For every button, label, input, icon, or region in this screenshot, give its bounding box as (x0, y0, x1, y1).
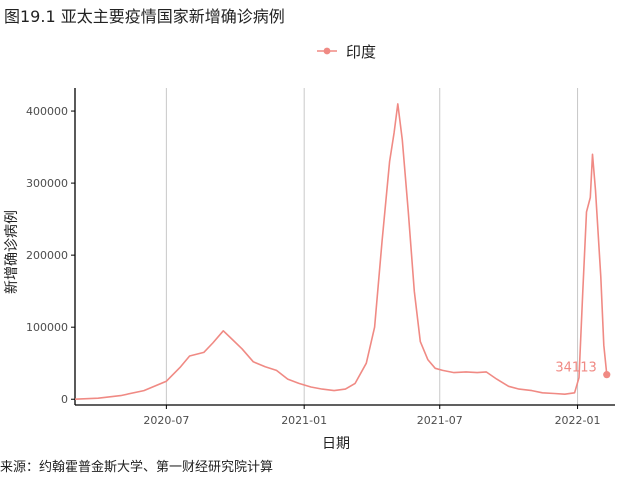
y-axis-title: 新增确诊病例 (4, 210, 20, 294)
x-tick-label: 2021-07 (417, 414, 463, 427)
axes (71, 88, 615, 409)
end-point-marker (603, 371, 611, 379)
legend-label-india: 印度 (346, 42, 377, 61)
x-axis-title: 日期 (322, 436, 350, 452)
x-tick-label: 2021-01 (281, 414, 327, 427)
series-lines (74, 103, 608, 400)
y-tick-label: 300000 (26, 177, 68, 190)
end-markers: 34113 (555, 361, 611, 379)
y-tick-label: 400000 (26, 105, 68, 118)
source-note: 来源：约翰霍普金斯大学、第一财经研究院计算 (0, 460, 274, 475)
series-line-india (74, 103, 608, 400)
legend-key-india (316, 40, 338, 62)
y-tick-label: 0 (61, 393, 68, 406)
x-tick-labels: 2020-07 2021-01 2021-07 2022-01 (143, 414, 600, 427)
figure-title: 图19.1 亚太主要疫情国家新增确诊病例 (4, 7, 285, 26)
end-value-label: 34113 (555, 361, 596, 376)
y-tick-label: 200000 (26, 249, 68, 262)
x-tick-label: 2022-01 (555, 414, 601, 427)
gridlines (165, 88, 579, 405)
legend: 印度 (316, 40, 376, 62)
y-tick-labels: 0 100000 200000 300000 400000 (26, 105, 68, 406)
x-tick-label: 2020-07 (143, 414, 189, 427)
y-tick-label: 100000 (26, 321, 68, 334)
